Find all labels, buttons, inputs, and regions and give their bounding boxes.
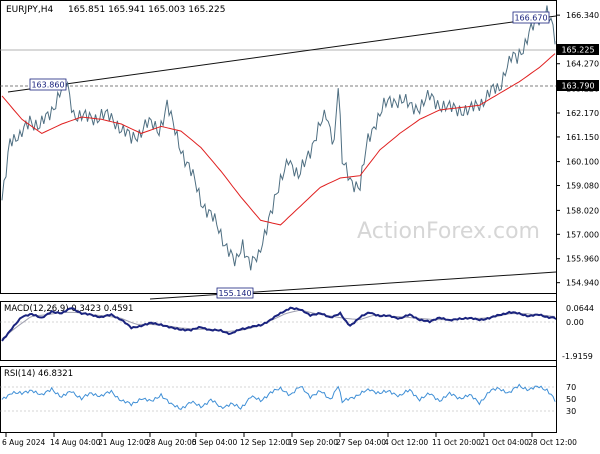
moving-average-line <box>1 53 556 226</box>
swing-low-value: 155.140 <box>218 289 251 298</box>
rsi-panel-frame <box>0 366 557 433</box>
time-tick-label: 11 Oct 20:00 <box>432 438 481 447</box>
time-tick-label: 6 Aug 2024 <box>2 438 45 447</box>
swing-high-left-value: 163.860 <box>31 81 64 90</box>
time-tick-label: 21 Aug 12:00 <box>98 438 149 447</box>
rsi-series-line <box>1 383 556 410</box>
rsi-tick-30: 30 <box>566 407 576 416</box>
time-tick-label: 28 Aug 20:00 <box>146 438 197 447</box>
rsi-tick-50: 50 <box>566 395 576 404</box>
rsi-axis-ticks: 70 50 30 <box>566 383 576 416</box>
macd-main-line <box>1 306 556 342</box>
support-level-value: 163.790 <box>561 82 594 91</box>
swing-high-left-label: 163.860 <box>29 78 67 91</box>
swing-low-label: 155.140 <box>216 287 254 299</box>
main-panel-frame <box>0 0 557 294</box>
rsi-label: RSI(14) 46.8321 <box>4 369 73 379</box>
price-tick-label: 157.000 <box>566 230 599 239</box>
swing-high-right-value: 166.670 <box>514 14 547 23</box>
time-tick-label: 19 Sep 20:00 <box>288 438 338 447</box>
symbol-label: EURJPY,H4 <box>6 5 54 15</box>
price-tick-label: 159.080 <box>566 182 599 191</box>
current-price-value: 165.225 <box>561 46 594 55</box>
swing-high-right-label: 166.670 <box>512 11 550 24</box>
price-tick-label: 158.020 <box>566 206 599 215</box>
price-tick-label: 161.150 <box>566 133 599 142</box>
price-series-line <box>1 5 556 271</box>
rsi-tick-70: 70 <box>566 383 576 392</box>
time-tick-label: 28 Oct 12:00 <box>528 438 577 447</box>
macd-tick-bottom: -1.9159 <box>562 352 593 361</box>
price-tick-label: 155.960 <box>566 255 599 264</box>
ohlc-readout: 165.851 165.941 165.003 165.225 <box>68 5 225 15</box>
watermark-text: ActionForex.com <box>357 219 540 244</box>
time-tick-label: 4 Oct 12:00 <box>384 438 428 447</box>
time-tick-label: 12 Sep 12:00 <box>240 438 290 447</box>
lower-channel-trendline <box>149 271 557 300</box>
price-tick-label: 164.270 <box>566 60 599 69</box>
time-tick-label: 5 Sep 04:00 <box>192 438 238 447</box>
price-tick-label: 166.340 <box>566 11 599 20</box>
price-tick-label: 160.100 <box>566 158 599 167</box>
macd-axis-ticks: 0.0644 0.00 -1.9159 <box>562 304 594 361</box>
time-tick-label: 27 Sep 04:00 <box>336 438 386 447</box>
price-tick-label: 154.940 <box>566 279 599 288</box>
current-price-tag: 165.225 <box>557 44 599 55</box>
time-tick-label: 21 Oct 04:00 <box>480 438 529 447</box>
time-tick-label: 14 Aug 04:00 <box>50 438 101 447</box>
macd-tick-zero: 0.00 <box>566 318 584 327</box>
macd-tick-top: 0.0644 <box>566 304 594 313</box>
upper-channel-trendline <box>7 15 557 93</box>
support-level-tag: 163.790 <box>557 80 599 91</box>
price-tick-label: 162.170 <box>566 109 599 118</box>
